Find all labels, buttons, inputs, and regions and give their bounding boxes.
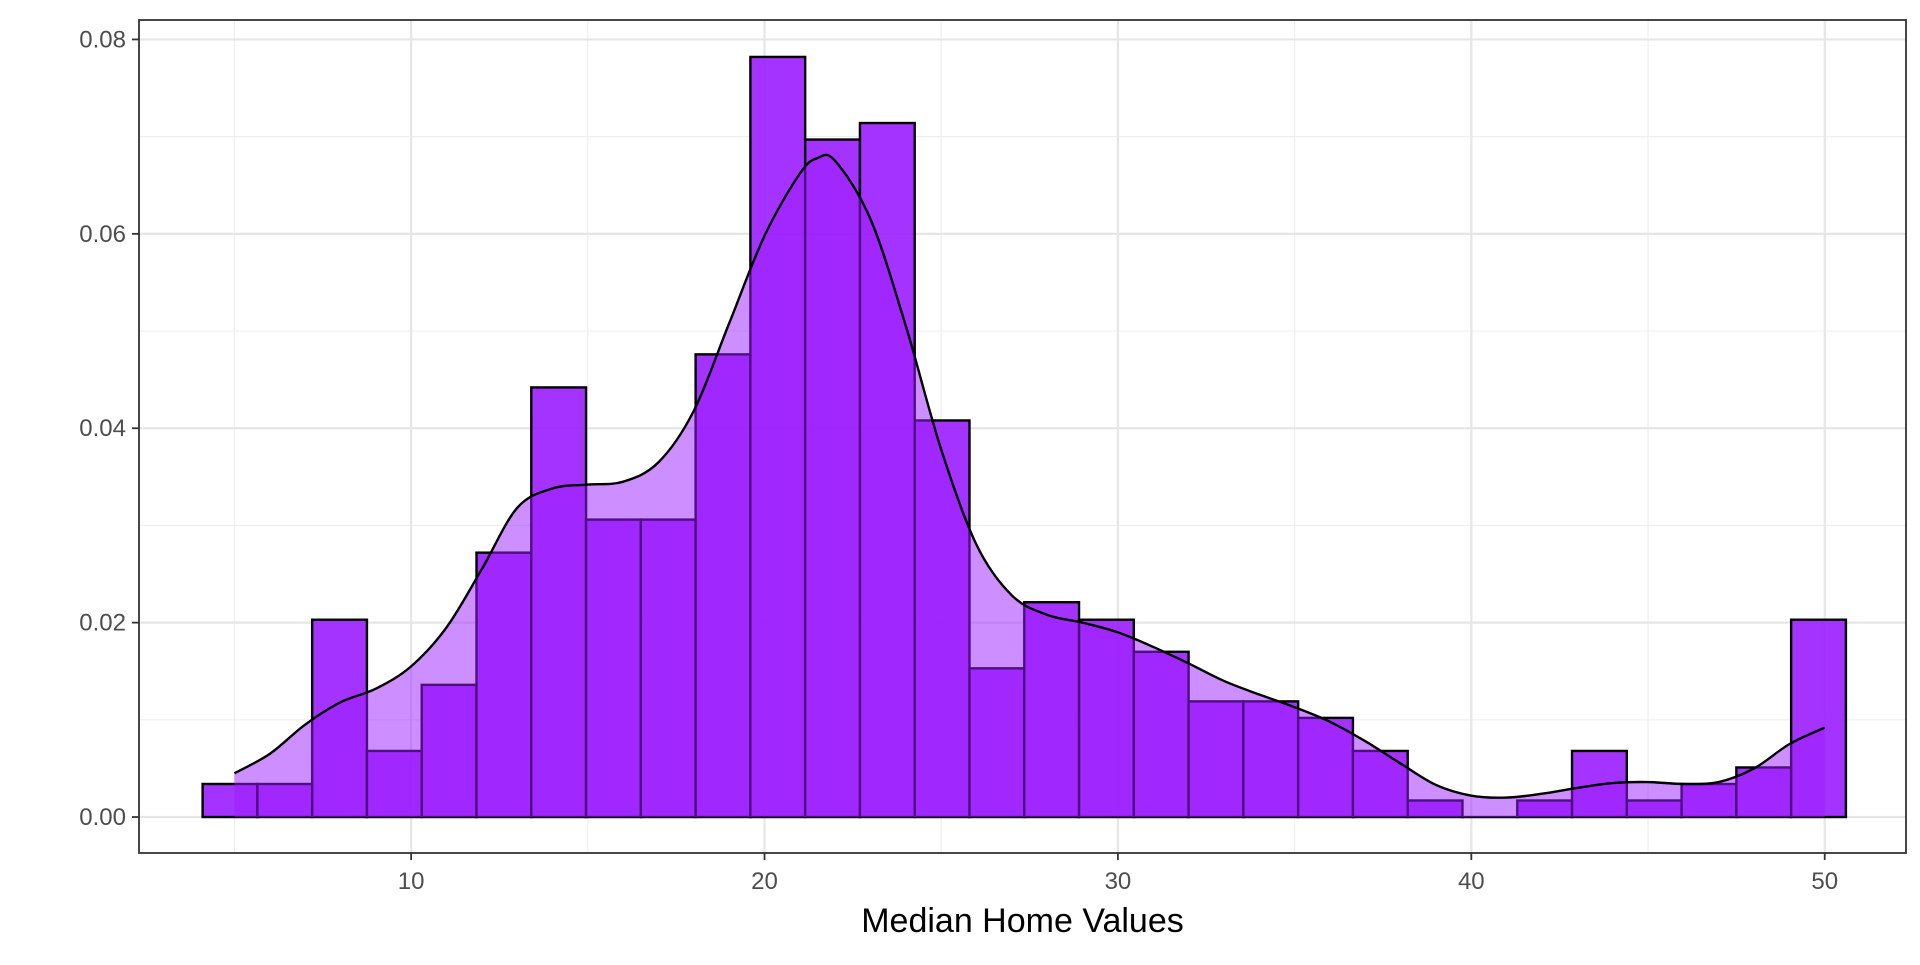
- x-tick-label: 50: [1811, 868, 1838, 895]
- y-tick-label: 0.06: [79, 221, 126, 248]
- x-tick-label: 10: [398, 868, 425, 895]
- x-axis-title: Median Home Values: [861, 902, 1184, 940]
- y-tick-label: 0.02: [79, 610, 126, 637]
- y-tick-label: 0.04: [79, 415, 126, 442]
- y-tick-label: 0.08: [79, 26, 126, 53]
- y-tick-label: 0.00: [79, 804, 126, 831]
- x-tick-label: 20: [751, 868, 778, 895]
- x-tick-label: 40: [1458, 868, 1485, 895]
- x-tick-label: 30: [1105, 868, 1132, 895]
